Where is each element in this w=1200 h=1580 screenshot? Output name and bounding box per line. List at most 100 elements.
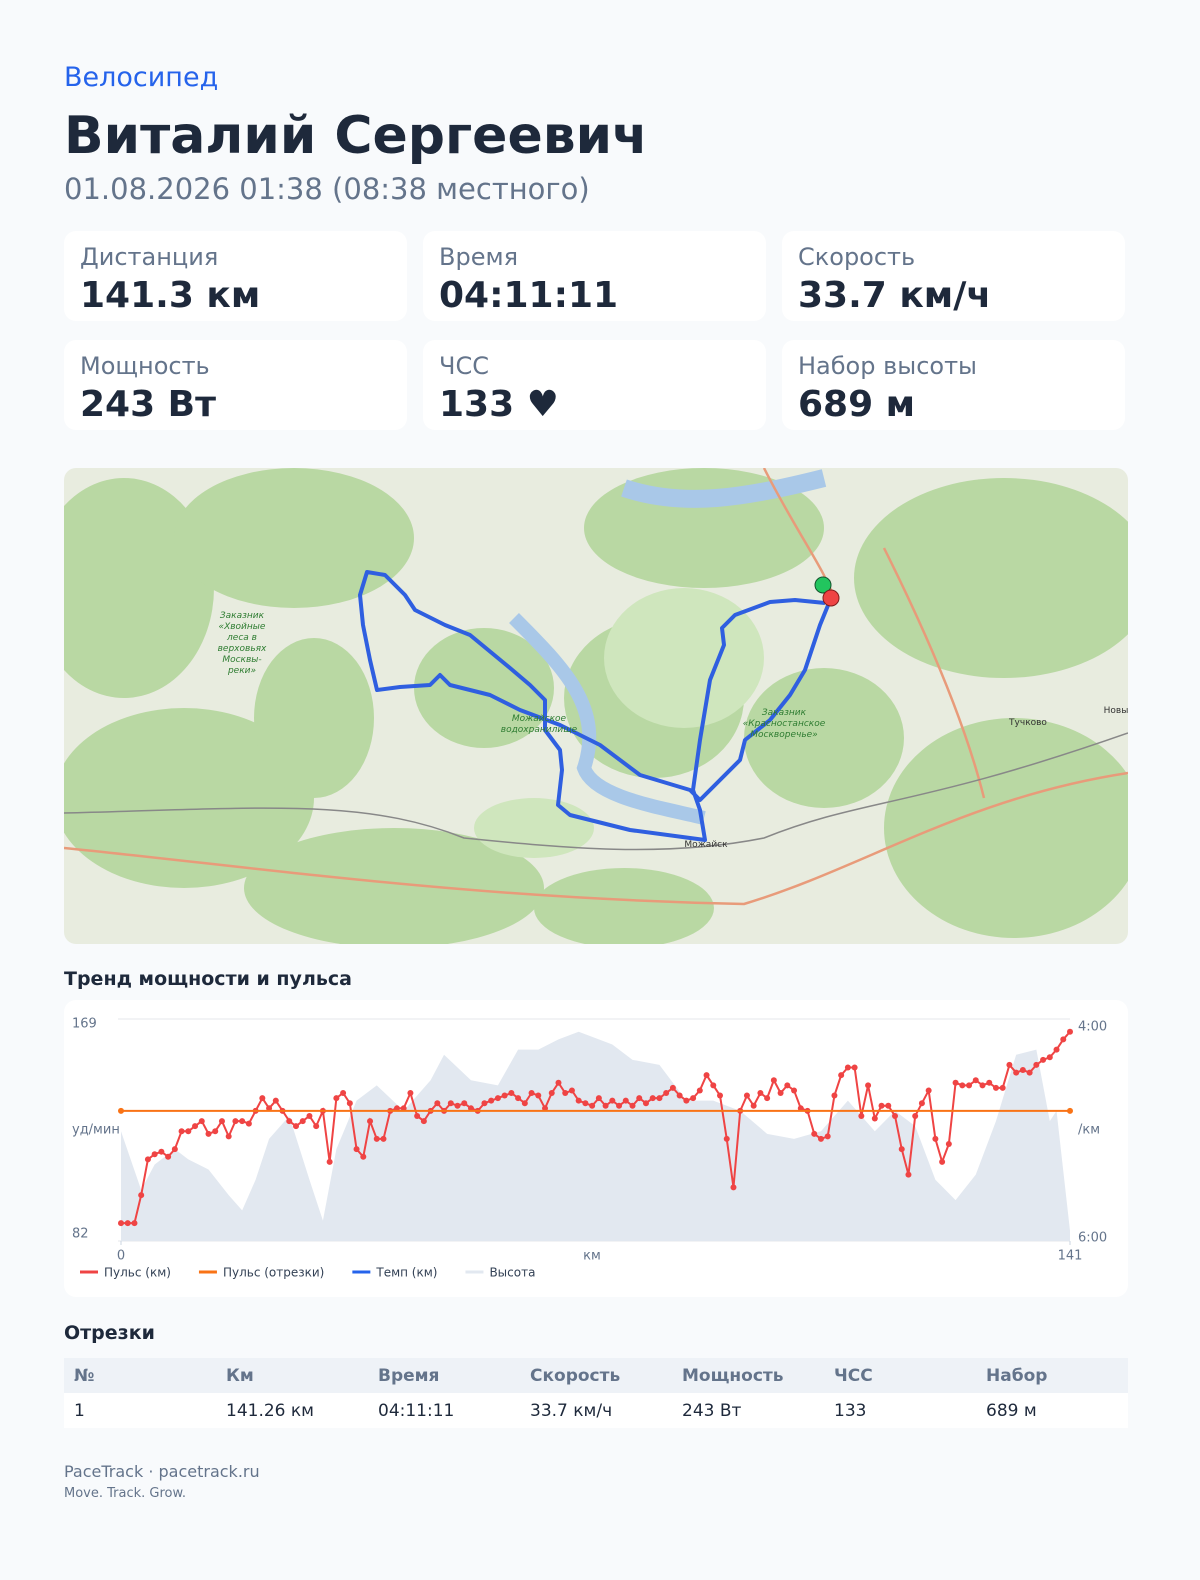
point <box>871 1115 878 1122</box>
map-label: «Красностанское <box>743 719 826 729</box>
table-cell: 689 м <box>976 1393 1128 1428</box>
point <box>313 1123 320 1130</box>
chart: уд/мин /км км 82 169 4:00 6:00 0 141 Пульс (км… <box>64 1000 1128 1297</box>
point <box>717 1092 724 1099</box>
point <box>642 1100 649 1107</box>
meadow-areas <box>474 588 764 858</box>
point <box>461 1100 468 1107</box>
town-label: Тучково <box>1008 718 1047 728</box>
map-label: леса в <box>226 633 257 643</box>
y-tick-label: 82 <box>72 1227 89 1242</box>
point <box>945 1141 952 1148</box>
point <box>373 1135 380 1142</box>
point <box>165 1153 172 1160</box>
y2-tick-label: 6:00 <box>1078 1231 1107 1246</box>
point <box>1060 1036 1067 1043</box>
y-axis-label: уд/мин <box>72 1123 120 1138</box>
point <box>232 1118 239 1125</box>
point <box>353 1146 360 1153</box>
point <box>656 1095 663 1102</box>
point <box>1006 1061 1013 1068</box>
point <box>515 1095 522 1102</box>
point <box>447 1100 454 1107</box>
stat-label: Скорость <box>798 243 916 271</box>
point <box>414 1112 421 1119</box>
point <box>508 1090 515 1096</box>
point <box>959 1082 966 1089</box>
point <box>225 1133 232 1140</box>
stat-label: Набор высоты <box>798 352 978 380</box>
point <box>791 1087 798 1094</box>
point <box>299 1118 306 1125</box>
point <box>292 1123 299 1130</box>
point <box>999 1084 1006 1091</box>
table-cell: 04:11:11 <box>368 1393 520 1428</box>
point <box>683 1097 690 1104</box>
point <box>340 1090 347 1096</box>
map-label: верховьях <box>218 644 267 654</box>
point <box>124 1220 131 1227</box>
point <box>986 1079 993 1086</box>
point <box>817 1135 824 1142</box>
legend-label: Высота <box>489 1266 535 1280</box>
table-cell: 33.7 км/ч <box>520 1393 672 1428</box>
line <box>121 1031 1071 1225</box>
point <box>703 1072 710 1079</box>
stat-card: Дистанция 141.3 км <box>64 231 407 321</box>
point <box>548 1090 555 1096</box>
point <box>858 1112 865 1119</box>
legend-label: Пульс (км) <box>104 1266 171 1280</box>
point <box>266 1105 273 1112</box>
stat-value: 04:11:11 <box>439 275 619 316</box>
point <box>245 1120 252 1127</box>
point <box>144 1156 151 1163</box>
point <box>582 1100 589 1107</box>
town-label: Можайск <box>684 840 728 850</box>
table-cell: 1 <box>64 1393 216 1428</box>
point <box>912 1112 919 1119</box>
stat-card: ЧСС 133 ♥ <box>423 340 766 430</box>
table-cell: 141.26 км <box>216 1393 368 1428</box>
map-label: Заказник <box>762 708 807 718</box>
point <box>939 1158 946 1165</box>
point <box>568 1087 575 1094</box>
point <box>239 1118 246 1125</box>
point <box>192 1123 199 1130</box>
point <box>898 1146 905 1153</box>
x-axis-label: км <box>583 1249 601 1264</box>
point <box>885 1102 892 1109</box>
point <box>770 1077 777 1084</box>
point <box>1053 1046 1060 1053</box>
x-tick-label: 0 <box>117 1249 125 1264</box>
y2-axis-label: /км <box>1078 1123 1100 1138</box>
point <box>589 1102 596 1109</box>
point <box>952 1079 959 1086</box>
point <box>407 1090 414 1096</box>
stat-label: ЧСС <box>439 352 489 380</box>
point <box>171 1146 178 1153</box>
point <box>905 1171 912 1178</box>
point <box>535 1092 542 1099</box>
point <box>542 1105 549 1112</box>
point <box>118 1220 124 1227</box>
point <box>212 1128 219 1135</box>
table-row: 1 141.26 км 04:11:11 33.7 км/ч 243 Вт 13… <box>64 1393 1128 1428</box>
stat-card: Скорость 33.7 км/ч <box>782 231 1125 321</box>
map-label: реки» <box>227 666 256 676</box>
point <box>966 1082 973 1089</box>
point <box>979 1082 986 1089</box>
point <box>696 1087 703 1094</box>
point <box>636 1095 643 1102</box>
point <box>1019 1067 1026 1074</box>
stat-card: Время 04:11:11 <box>423 231 766 321</box>
y-tick-label: 169 <box>72 1017 97 1032</box>
point <box>501 1092 508 1099</box>
route-map[interactable]: Заказник «Хвойные леса в верховьях Москв… <box>64 468 1128 944</box>
point <box>393 1105 400 1112</box>
point <box>118 1107 124 1114</box>
footer-brand: PaceTrack · pacetrack.ru <box>64 1462 260 1481</box>
point <box>400 1105 407 1112</box>
map-label: «Хвойные <box>219 622 266 632</box>
point <box>1067 1028 1073 1035</box>
point <box>925 1087 932 1094</box>
